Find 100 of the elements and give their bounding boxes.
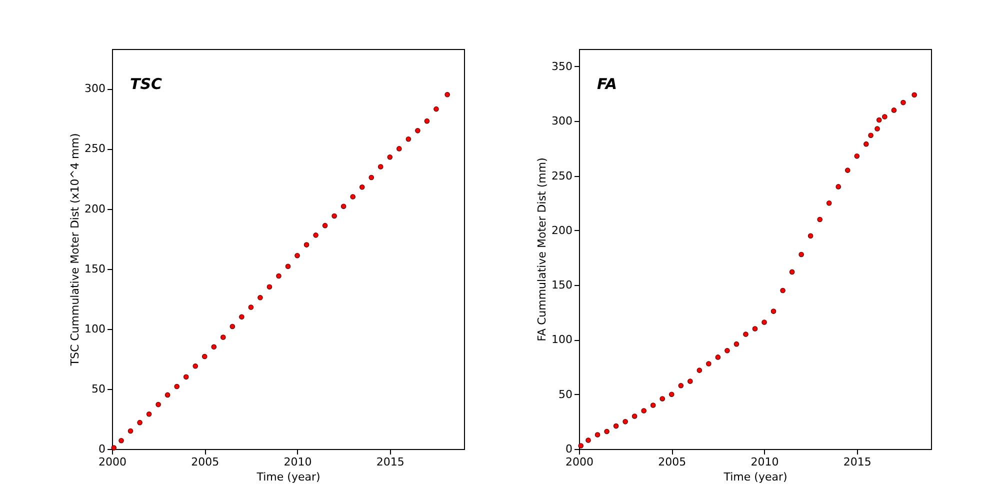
point	[202, 354, 208, 360]
y-axis-title: FA Cummulative Moter Dist (mm)	[536, 158, 549, 342]
point	[258, 295, 263, 300]
x-tick-label: 2005	[658, 456, 686, 468]
point	[304, 242, 310, 248]
point	[891, 108, 897, 113]
y-tick-label: 100	[552, 333, 572, 346]
point	[192, 363, 198, 369]
y-tick-label: 350	[552, 60, 572, 73]
point	[396, 146, 402, 152]
annotation: TSC	[130, 75, 162, 93]
point	[415, 128, 420, 134]
point	[230, 324, 236, 330]
point	[868, 132, 874, 138]
point	[613, 423, 619, 429]
point	[912, 92, 917, 98]
point	[578, 443, 584, 448]
annotation: FA	[597, 75, 617, 93]
point	[688, 378, 693, 384]
point	[248, 304, 254, 310]
point	[156, 402, 161, 408]
point	[594, 432, 600, 438]
x-tick-label: 2015	[376, 456, 404, 468]
y-tick-label: 50	[558, 388, 572, 401]
x-tick-label: 2015	[843, 456, 872, 468]
point	[266, 284, 272, 290]
point	[734, 341, 740, 347]
point	[836, 184, 842, 190]
point	[817, 216, 822, 222]
point	[706, 361, 712, 366]
point	[350, 194, 356, 200]
y-tick-label: 250	[552, 169, 572, 182]
point	[874, 126, 880, 132]
point	[826, 200, 832, 206]
point	[294, 252, 300, 258]
point	[715, 354, 721, 360]
point	[668, 392, 674, 397]
point	[174, 384, 180, 390]
x-axis-title: Time (year)	[722, 470, 788, 484]
y-tick-label: 50	[92, 382, 106, 396]
point	[220, 334, 226, 340]
y-tick-label: 100	[84, 322, 106, 336]
point	[696, 368, 702, 373]
y-axis-title: TSC Cummulative Moter Dist (x10^4 mm)	[68, 133, 82, 367]
point	[770, 308, 776, 314]
point	[444, 92, 450, 98]
point	[604, 428, 610, 434]
x-tick-label: 2010	[750, 456, 779, 468]
y-tick-label: 200	[84, 202, 106, 216]
point	[780, 288, 786, 294]
y-tick-label: 0	[566, 442, 572, 456]
point	[743, 332, 748, 337]
point	[864, 141, 869, 147]
point	[434, 106, 439, 112]
point	[239, 314, 244, 320]
point	[678, 382, 684, 388]
point	[844, 168, 850, 173]
x-axis-title: Time (year)	[256, 470, 320, 484]
point	[632, 414, 638, 419]
point	[762, 320, 767, 325]
point	[854, 153, 860, 159]
point	[424, 118, 430, 124]
y-tick-label: 150	[84, 262, 106, 276]
point	[211, 344, 217, 350]
y-tick-label: 200	[552, 224, 572, 237]
y-tick-label: 300	[552, 114, 572, 128]
point	[111, 445, 116, 450]
point	[332, 213, 337, 219]
point	[876, 117, 882, 123]
y-tick-label: 150	[552, 278, 572, 292]
point	[137, 420, 142, 426]
point	[660, 396, 666, 402]
point	[406, 136, 412, 142]
point	[752, 326, 758, 332]
point	[882, 114, 888, 120]
point	[128, 428, 134, 434]
x-tick-label: 2000	[98, 456, 126, 468]
point	[622, 419, 628, 424]
y-tick-label: 0	[98, 442, 106, 456]
point	[586, 438, 591, 443]
point	[900, 100, 906, 106]
point	[276, 273, 282, 279]
y-tick-label: 250	[84, 142, 106, 156]
point	[359, 184, 365, 190]
point	[164, 392, 170, 398]
point	[183, 374, 189, 380]
point	[650, 402, 656, 408]
point	[808, 233, 814, 239]
point	[340, 204, 346, 209]
point	[378, 164, 384, 170]
point	[387, 154, 393, 160]
point	[798, 252, 804, 258]
x-tick-label: 2000	[566, 456, 594, 468]
point	[118, 438, 124, 444]
y-tick-label: 300	[84, 82, 106, 96]
point	[313, 232, 318, 238]
point	[789, 269, 795, 275]
x-tick-label: 2005	[191, 456, 220, 468]
point	[724, 348, 730, 354]
point	[322, 222, 328, 228]
